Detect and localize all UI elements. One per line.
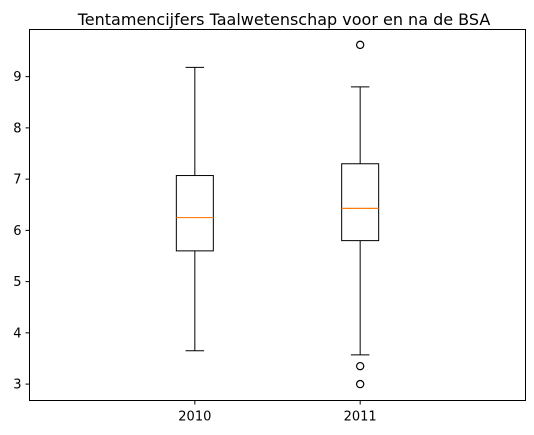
box-group-2010 — [175, 66, 214, 352]
box-group-2011 — [341, 40, 380, 389]
outlier-point — [355, 361, 365, 371]
x-axis: 2010 2011 — [178, 400, 377, 425]
y-tick-label: 6 — [13, 224, 21, 239]
x-tick-label: 2010 — [178, 410, 211, 425]
plot-area-frame — [29, 29, 526, 401]
boxes-layer — [175, 40, 380, 389]
y-tick-label: 8 — [13, 121, 21, 136]
iqr-box — [341, 163, 380, 242]
y-tick-label: 4 — [13, 326, 21, 341]
outlier-point — [355, 379, 365, 389]
y-tick-label: 5 — [13, 275, 21, 290]
outlier-point — [355, 40, 365, 50]
y-tick-label: 3 — [13, 378, 21, 393]
x-tick-label: 2011 — [344, 410, 377, 425]
iqr-box — [175, 175, 214, 252]
y-tick-label: 7 — [13, 173, 21, 188]
chart-title: Tentamencijfers Taalwetenschap voor en n… — [77, 10, 491, 29]
y-axis: 3 4 5 6 7 8 9 — [13, 70, 30, 393]
y-tick-label: 9 — [13, 70, 21, 85]
